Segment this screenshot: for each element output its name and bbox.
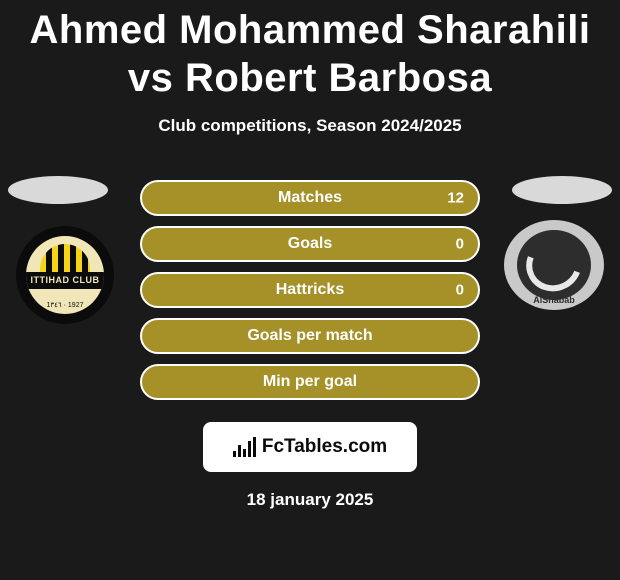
stat-label: Hattricks (276, 281, 344, 299)
stat-right-value: 12 (447, 190, 464, 207)
stat-right-value: 0 (456, 282, 464, 299)
page-date: 18 january 2025 (0, 490, 620, 510)
stat-label: Min per goal (263, 373, 357, 391)
stat-right-value: 0 (456, 236, 464, 253)
ittihad-badge: ITTIHAD CLUB 1٣٤٦ · 1927 (16, 226, 114, 324)
ittihad-band-text: ITTIHAD CLUB (26, 272, 104, 289)
fctables-logo[interactable]: FcTables.com (203, 422, 417, 472)
stat-label: Goals per match (247, 327, 372, 345)
page-title: Ahmed Mohammed Sharahili vs Robert Barbo… (0, 0, 620, 102)
stat-label: Matches (278, 189, 342, 207)
club-badge-left: ITTIHAD CLUB 1٣٤٦ · 1927 (16, 226, 114, 324)
stat-pill: Min per goal (140, 364, 480, 400)
player-avatar-left (8, 176, 108, 204)
ittihad-year-text: 1٣٤٦ · 1927 (26, 301, 104, 309)
chart-icon (233, 437, 256, 457)
player-avatar-right (512, 176, 612, 204)
shabab-footer-text: AlShabab (504, 295, 604, 305)
logo-text: FcTables.com (262, 436, 387, 458)
club-badge-right: AlShabab (504, 220, 604, 310)
stat-label: Goals (288, 235, 332, 253)
stat-pill: Goals per match (140, 318, 480, 354)
page-root: Ahmed Mohammed Sharahili vs Robert Barbo… (0, 0, 620, 580)
shabab-badge: AlShabab (504, 220, 604, 310)
stat-pill: Goals 0 (140, 226, 480, 262)
content-area: ITTIHAD CLUB 1٣٤٦ · 1927 AlShabab Matche… (0, 180, 620, 400)
stat-pill: Hattricks 0 (140, 272, 480, 308)
stat-pill-list: Matches 12 Goals 0 Hattricks 0 Goals per match… (140, 180, 480, 400)
page-subtitle: Club competitions, Season 2024/2025 (0, 116, 620, 136)
stat-pill: Matches 12 (140, 180, 480, 216)
